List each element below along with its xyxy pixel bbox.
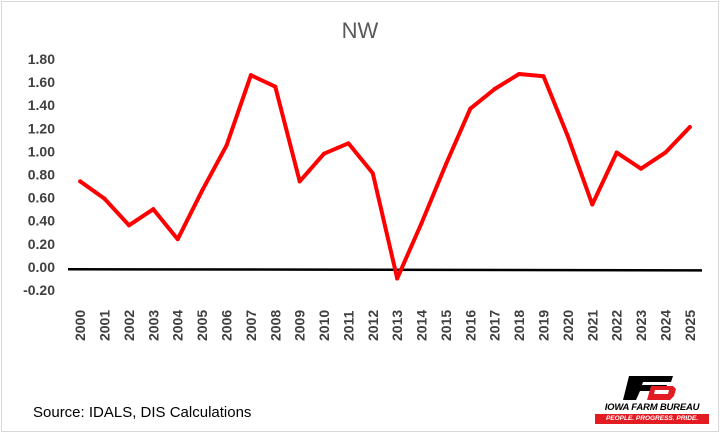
- reference-line: [67, 267, 703, 272]
- logo-name: IOWA FARM BUREAU: [604, 402, 700, 413]
- data-point: [565, 134, 570, 139]
- source-note: Source: IDALS, DIS Calculations: [33, 404, 252, 421]
- x-tick-label: 2020: [560, 310, 576, 341]
- data-point: [102, 196, 107, 201]
- y-tick-label: 0.40: [28, 213, 55, 229]
- x-tick-label: 2001: [97, 310, 113, 341]
- data-point: [273, 84, 278, 89]
- y-tick-label: 0.80: [28, 167, 55, 183]
- x-tick-label: 2018: [511, 310, 527, 341]
- data-point: [370, 171, 375, 176]
- x-tick-label: 2014: [414, 310, 430, 341]
- y-tick-label: 0.60: [28, 190, 55, 206]
- x-tick-label: 2011: [340, 310, 356, 341]
- x-tick-label: 2002: [121, 310, 137, 341]
- data-point: [419, 221, 424, 226]
- data-point: [614, 150, 619, 155]
- iowa-farm-bureau-logo: IOWA FARM BUREAU PEOPLE. PROGRESS. PRIDE…: [593, 375, 711, 425]
- y-tick-label: 0.00: [28, 259, 55, 275]
- data-point: [492, 87, 497, 92]
- data-point: [322, 151, 327, 156]
- x-tick-label: 2023: [633, 310, 649, 341]
- data-point: [468, 106, 473, 111]
- data-point: [346, 141, 351, 146]
- data-point: [541, 74, 546, 79]
- data-point: [151, 207, 156, 212]
- data-point: [297, 179, 302, 184]
- x-tick-label: 2025: [682, 310, 698, 341]
- fb-logo-icon: [623, 376, 676, 400]
- x-tick-label: 2000: [72, 310, 88, 341]
- data-point: [126, 223, 131, 228]
- y-tick-label: -0.20: [23, 282, 55, 298]
- data-point: [395, 276, 400, 281]
- x-tick-label: 2005: [194, 310, 210, 341]
- chart-title: NW: [341, 18, 379, 43]
- y-tick-label: 1.20: [28, 120, 55, 136]
- data-point: [175, 237, 180, 242]
- data-point: [78, 179, 83, 184]
- y-tick-label: 1.40: [28, 97, 55, 113]
- x-tick-label: 2012: [365, 310, 381, 341]
- data-point: [517, 72, 522, 77]
- data-point: [590, 202, 595, 207]
- x-tick-label: 2010: [316, 310, 332, 341]
- data-point: [443, 162, 448, 167]
- y-tick-label: 0.20: [28, 236, 55, 252]
- data-point: [200, 188, 205, 193]
- x-tick-label: 2019: [536, 310, 552, 341]
- x-tick-label: 2003: [145, 310, 161, 341]
- y-tick-label: 1.80: [28, 51, 55, 67]
- x-tick-label: 2016: [462, 310, 478, 341]
- data-point: [248, 73, 253, 78]
- x-tick-label: 2013: [389, 310, 405, 341]
- y-tick-label: 1.00: [28, 143, 55, 159]
- logo-tagline: PEOPLE. PROGRESS. PRIDE.: [595, 414, 709, 424]
- x-tick-label: 2021: [584, 310, 600, 341]
- x-tick-label: 2008: [267, 310, 283, 341]
- x-tick-label: 2007: [243, 310, 259, 341]
- data-point: [224, 143, 229, 148]
- x-tick-label: 2009: [292, 310, 308, 341]
- data-point: [687, 125, 692, 130]
- x-tick-label: 2006: [219, 310, 235, 341]
- x-tick-label: 2024: [657, 310, 673, 341]
- data-point: [663, 150, 668, 155]
- y-tick-label: 1.60: [28, 74, 55, 90]
- x-tick-label: 2022: [609, 310, 625, 341]
- series-line: [78, 72, 692, 281]
- data-point: [639, 166, 644, 171]
- x-tick-label: 2004: [170, 310, 186, 341]
- x-tick-label: 2015: [438, 310, 454, 341]
- x-tick-label: 2017: [487, 310, 503, 341]
